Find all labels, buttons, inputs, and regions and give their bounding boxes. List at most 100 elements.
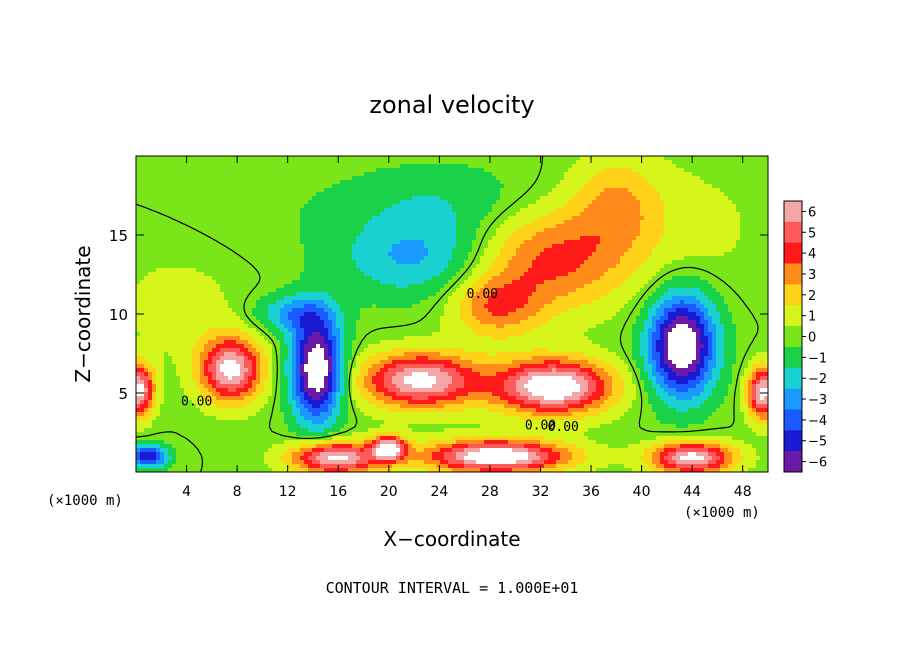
field-cell — [596, 224, 601, 229]
field-cell — [376, 240, 381, 245]
field-cell — [308, 224, 313, 229]
field-cell — [400, 252, 405, 257]
field-cell — [404, 276, 409, 281]
field-cell — [372, 192, 377, 197]
field-cell — [356, 260, 361, 265]
field-cell — [216, 276, 221, 281]
field-cell — [736, 228, 741, 233]
field-cell — [716, 260, 721, 265]
field-cell — [344, 168, 349, 173]
field-cell — [596, 252, 601, 257]
field-cell — [360, 208, 365, 213]
field-cell — [648, 164, 653, 169]
field-cell — [240, 160, 245, 165]
field-cell — [224, 160, 229, 165]
field-cell — [364, 228, 369, 233]
field-cell — [424, 244, 429, 249]
field-cell — [528, 168, 533, 173]
field-cell — [356, 248, 361, 253]
field-cell — [516, 256, 521, 261]
field-cell — [612, 244, 617, 249]
field-cell — [512, 236, 517, 241]
field-cell — [364, 164, 369, 169]
field-cell — [724, 200, 729, 205]
field-cell — [556, 208, 561, 213]
field-cell — [260, 276, 265, 281]
field-cell — [472, 232, 477, 237]
field-cell — [484, 272, 489, 277]
field-cell — [692, 256, 697, 261]
field-cell — [480, 224, 485, 229]
field-cell — [280, 248, 285, 253]
field-cell — [728, 244, 733, 249]
field-cell — [480, 228, 485, 233]
field-cell — [552, 252, 557, 257]
field-cell — [632, 236, 637, 241]
field-cell — [524, 264, 529, 269]
field-cell — [652, 264, 657, 269]
field-cell — [320, 248, 325, 253]
field-cell — [684, 188, 689, 193]
field-cell — [436, 156, 441, 161]
field-cell — [444, 232, 449, 237]
field-cell — [432, 248, 437, 253]
field-cell — [688, 192, 693, 197]
field-cell — [404, 188, 409, 193]
field-cell — [588, 232, 593, 237]
field-cell — [504, 272, 509, 277]
field-cell — [596, 164, 601, 169]
field-cell — [696, 264, 701, 269]
field-cell — [344, 256, 349, 261]
field-cell — [480, 268, 485, 273]
field-cell — [356, 184, 361, 189]
field-cell — [268, 192, 273, 197]
field-cell — [300, 212, 305, 217]
field-cell — [740, 208, 745, 213]
field-cell — [428, 248, 433, 253]
field-cell — [272, 184, 277, 189]
field-cell — [364, 256, 369, 261]
field-cell — [400, 264, 405, 269]
field-cell — [300, 224, 305, 229]
field-cell — [504, 228, 509, 233]
field-cell — [248, 264, 253, 269]
field-cell — [520, 200, 525, 205]
field-cell — [476, 216, 481, 221]
field-cell — [764, 160, 769, 165]
field-cell — [304, 172, 309, 177]
field-cell — [700, 184, 705, 189]
field-cell — [416, 268, 421, 273]
field-cell — [232, 180, 237, 185]
field-cell — [284, 232, 289, 237]
field-cell — [468, 256, 473, 261]
field-cell — [404, 200, 409, 205]
field-cell — [156, 168, 161, 173]
field-cell — [732, 256, 737, 261]
field-cell — [764, 248, 769, 253]
field-cell — [148, 212, 153, 217]
field-cell — [656, 240, 661, 245]
field-cell — [720, 236, 725, 241]
field-cell — [556, 184, 561, 189]
field-cell — [144, 228, 149, 233]
field-cell — [232, 248, 237, 253]
field-cell — [552, 260, 557, 265]
field-cell — [504, 188, 509, 193]
field-cell — [660, 276, 665, 281]
field-cell — [616, 224, 621, 229]
field-cell — [504, 184, 509, 189]
field-cell — [440, 232, 445, 237]
field-cell — [720, 248, 725, 253]
field-cell — [372, 240, 377, 245]
field-cell — [296, 280, 301, 285]
field-cell — [756, 248, 761, 253]
field-cell — [632, 228, 637, 233]
field-cell — [748, 192, 753, 197]
field-cell — [680, 236, 685, 241]
field-cell — [540, 176, 545, 181]
field-cell — [552, 256, 557, 261]
field-cell — [540, 252, 545, 257]
field-cell — [588, 208, 593, 213]
field-cell — [320, 240, 325, 245]
field-cell — [616, 236, 621, 241]
